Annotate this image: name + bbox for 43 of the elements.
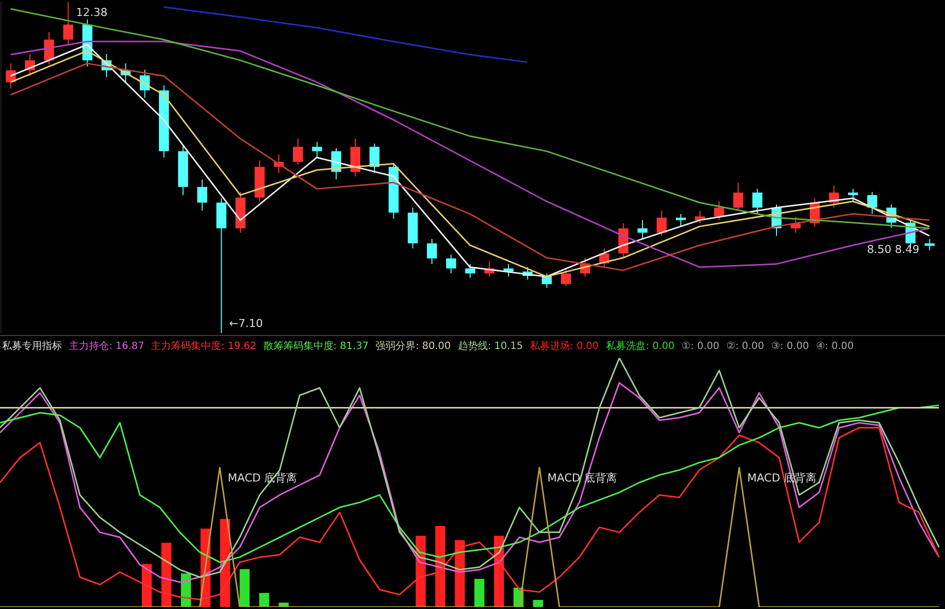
candlestick bbox=[560, 268, 571, 286]
text: 主力持仓: 16.87 bbox=[69, 340, 144, 353]
bar bbox=[142, 564, 152, 607]
text: 私募洗盘: 0.00 bbox=[606, 340, 675, 353]
text: 强弱分界: 80.00 bbox=[376, 340, 451, 353]
candlestick bbox=[370, 143, 380, 174]
candlestick bbox=[676, 213, 686, 227]
candlestick bbox=[638, 220, 648, 240]
candlestick bbox=[63, 2, 74, 46]
candlestick bbox=[733, 182, 744, 212]
candlestick bbox=[656, 210, 667, 236]
text: 趋势线: 10.15 bbox=[458, 340, 523, 353]
candlestick bbox=[752, 188, 762, 214]
candlestick bbox=[848, 188, 858, 202]
bar bbox=[240, 569, 250, 607]
candlestick bbox=[924, 238, 935, 251]
text: ①: 0.00 bbox=[682, 340, 720, 352]
bar bbox=[474, 578, 484, 607]
text: ③: 0.00 bbox=[771, 340, 809, 352]
text: ④: 0.00 bbox=[816, 340, 854, 352]
bar bbox=[259, 592, 270, 607]
candlestick bbox=[446, 254, 456, 274]
annotation: 8.50 8.49 bbox=[866, 242, 920, 256]
candlestick bbox=[292, 138, 303, 166]
candlestick bbox=[197, 178, 208, 212]
text: 主力筹码集中度: 19.62 bbox=[151, 340, 256, 353]
annotation: ←7.10 bbox=[229, 317, 263, 330]
candlestick bbox=[312, 141, 322, 158]
bar bbox=[454, 540, 465, 607]
candlestick bbox=[426, 238, 437, 265]
candlestick bbox=[44, 32, 54, 66]
annotation: 12.38 bbox=[76, 6, 108, 19]
candlestick bbox=[867, 191, 878, 214]
text: 散筹筹码集中度: 81.37 bbox=[263, 340, 369, 353]
candlestick bbox=[714, 200, 724, 221]
bar bbox=[278, 602, 289, 607]
bar bbox=[435, 526, 446, 607]
chart-title: 私募专用指标 bbox=[2, 340, 62, 353]
text: ②: 0.00 bbox=[726, 340, 764, 352]
text: 私募进场: 0.00 bbox=[530, 340, 599, 353]
bar bbox=[161, 542, 172, 607]
bar bbox=[533, 600, 544, 607]
candlestick bbox=[465, 264, 476, 278]
